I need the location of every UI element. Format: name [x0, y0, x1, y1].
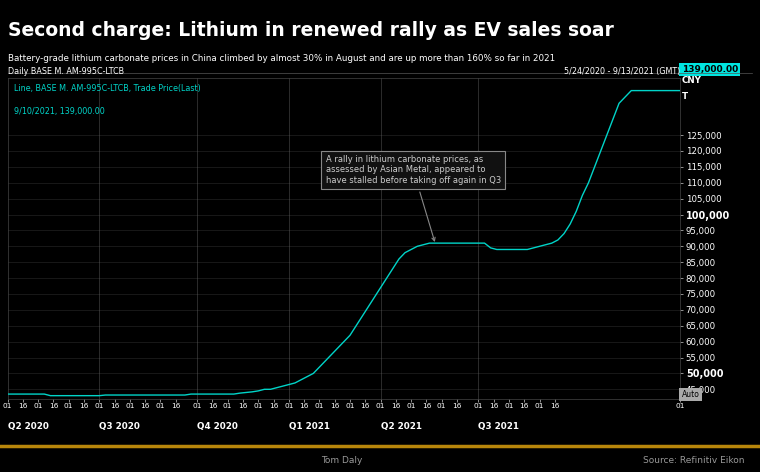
Text: 5/24/2020 - 9/13/2021 (GMT): 5/24/2020 - 9/13/2021 (GMT) — [564, 67, 680, 76]
Text: CNY: CNY — [682, 76, 701, 85]
Text: 139,000.00: 139,000.00 — [682, 65, 738, 74]
Text: Q2 2020: Q2 2020 — [8, 422, 49, 431]
Text: Battery-grade lithium carbonate prices in China climbed by almost 30% in August : Battery-grade lithium carbonate prices i… — [8, 54, 555, 63]
Text: Second charge: Lithium in renewed rally as EV sales soar: Second charge: Lithium in renewed rally … — [8, 21, 613, 40]
Text: Q3 2021: Q3 2021 — [479, 422, 519, 431]
Text: Source: Refinitiv Eikon: Source: Refinitiv Eikon — [643, 455, 745, 465]
Text: Tom Daly: Tom Daly — [321, 455, 363, 465]
Text: Line, BASE M. AM-995C-LTCB, Trade Price(Last): Line, BASE M. AM-995C-LTCB, Trade Price(… — [14, 84, 201, 93]
Text: Q1 2021: Q1 2021 — [289, 422, 330, 431]
Text: Q4 2020: Q4 2020 — [197, 422, 238, 431]
Text: Auto: Auto — [682, 390, 699, 399]
Text: Daily BASE M. AM-995C-LTCB: Daily BASE M. AM-995C-LTCB — [8, 67, 124, 76]
Text: A rally in lithium carbonate prices, as
assessed by Asian Metal, appeared to
hav: A rally in lithium carbonate prices, as … — [325, 155, 501, 241]
Text: Q3 2020: Q3 2020 — [100, 422, 140, 431]
Text: Q2 2021: Q2 2021 — [381, 422, 422, 431]
Text: 9/10/2021, 139,000.00: 9/10/2021, 139,000.00 — [14, 107, 105, 116]
Text: T: T — [682, 93, 688, 101]
